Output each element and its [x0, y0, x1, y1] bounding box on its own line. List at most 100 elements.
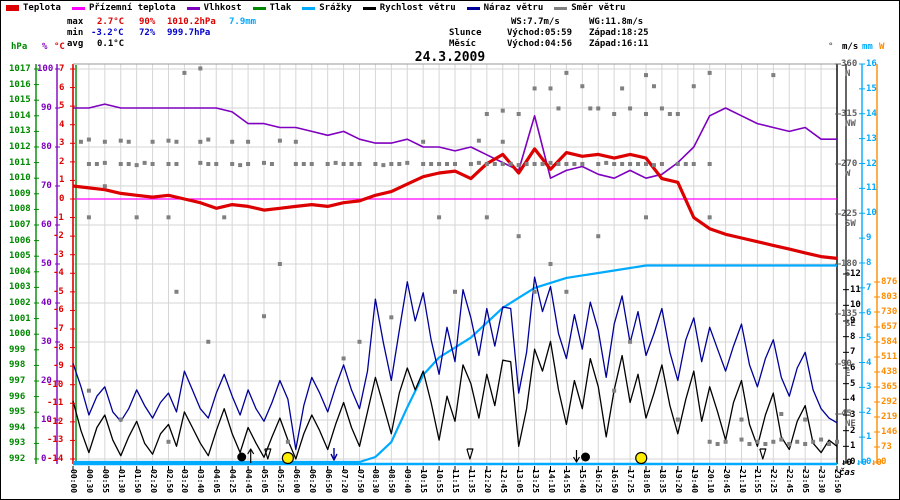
- wind-direction-dot: [134, 163, 139, 168]
- wind-direction-dot: [500, 139, 505, 144]
- wind-direction-dot: [675, 417, 680, 422]
- stat-min-temp: -3.2°C: [91, 28, 124, 38]
- wind-direction-dot: [484, 112, 489, 116]
- percent-tick-label: 30: [41, 337, 52, 347]
- hpa-tick-label: 1006: [9, 235, 31, 246]
- wind-direction-dot: [102, 184, 107, 189]
- wind-direction-dot: [118, 162, 123, 166]
- legend-swatch-icon: [6, 5, 19, 11]
- legend-label: Rychlost větru: [379, 3, 456, 13]
- wind-direction-dot: [779, 437, 784, 442]
- humidity-series: [73, 103, 837, 179]
- wind-direction-dot: [341, 356, 346, 361]
- wind-direction-dot: [86, 137, 91, 142]
- compass-tick-label: S: [845, 269, 851, 279]
- watt-tick-label: 0: [881, 457, 887, 467]
- x-tick-label: 07:50: [355, 469, 365, 494]
- wind-direction-dot: [604, 160, 609, 165]
- wind-direction-dot: [675, 112, 680, 116]
- ms-tick-label: 1: [850, 441, 856, 452]
- x-tick-label: 18:35: [657, 469, 667, 494]
- wind-direction-dot: [222, 215, 227, 220]
- wind-direction-dot: [142, 160, 147, 165]
- sun-label: Slunce: [449, 28, 482, 38]
- wind-direction-dot: [102, 160, 107, 165]
- moonset-time: Západ:16:11: [589, 39, 649, 49]
- mm-tick-label: 2: [866, 407, 872, 418]
- ms-tick-label: 9: [850, 315, 856, 326]
- wind-direction-dot: [437, 162, 442, 166]
- wind-direction-dot: [644, 112, 648, 116]
- celsius-tick-label: -5: [53, 286, 64, 297]
- celsius-tick-label: -2: [53, 231, 64, 242]
- stat-avg-label: avg: [67, 39, 84, 49]
- mm-tick-label: 5: [866, 332, 872, 343]
- hpa-tick-label: 995: [9, 407, 26, 418]
- degree-tick-label: 315: [841, 109, 858, 119]
- x-tick-label: 21:55: [753, 469, 763, 494]
- wind-direction-dot: [612, 162, 617, 166]
- x-tick-label: 14:10: [546, 469, 556, 494]
- x-tick-label: 20:10: [705, 469, 715, 494]
- wind-direction-dot: [691, 162, 696, 166]
- wind-direction-dot: [596, 162, 601, 166]
- wind-direction-dot: [246, 162, 251, 166]
- wind-direction-dot: [755, 439, 760, 444]
- compass-tick-label: SE: [845, 319, 856, 329]
- hpa-tick-label: 1007: [9, 220, 31, 230]
- wind-direction-dot: [516, 234, 521, 239]
- axis-header-mm: mm: [862, 42, 873, 52]
- hpa-tick-label: 1013: [9, 126, 31, 137]
- wind-direction-dot: [747, 442, 752, 446]
- x-tick-label: 04:45: [244, 469, 254, 494]
- stat-wind-gust-max: WG:11.8m/s: [589, 17, 644, 27]
- wind-direction-dot: [405, 160, 410, 165]
- wind-direction-dot: [644, 73, 648, 78]
- legend-swatch-icon: [71, 6, 85, 10]
- hpa-tick-label: 1002: [9, 298, 31, 308]
- legend-label: Teplota: [23, 3, 61, 13]
- percent-tick-label: 10: [41, 415, 52, 425]
- watt-tick-label: 146: [881, 427, 898, 437]
- celsius-tick-label: -12: [47, 416, 64, 427]
- wind-direction-dot: [214, 162, 219, 166]
- wind-direction-dot: [166, 138, 171, 143]
- x-tick-label: 16:50: [610, 469, 620, 494]
- wind-direction-dot: [596, 234, 601, 239]
- stat-max-pressure: 1010.2hPa: [167, 17, 216, 27]
- wind-direction-dot: [516, 163, 521, 168]
- wind-direction-dot: [166, 215, 171, 220]
- wind-direction-dot: [795, 439, 800, 444]
- x-tick-label: 06:00: [291, 469, 301, 494]
- wind-direction-dot: [500, 108, 505, 113]
- wind-direction-dot: [556, 106, 561, 111]
- watt-tick-label: 584: [881, 337, 898, 347]
- wind-direction-dot: [620, 86, 625, 91]
- wind-direction-dot: [262, 160, 266, 165]
- ms-tick-label: 8: [850, 331, 856, 342]
- wind-direction-dot: [707, 439, 712, 444]
- hpa-tick-label: 998: [9, 360, 26, 371]
- wind-direction-dot: [636, 162, 641, 166]
- degree-tick-label: 135: [841, 309, 858, 319]
- compass-tick-label: NE: [845, 419, 856, 429]
- wind-direction-dot: [174, 289, 179, 294]
- moon-label: Měsíc: [449, 39, 477, 49]
- degree-tick-label: 270: [841, 159, 858, 169]
- hpa-tick-label: 1010: [9, 173, 31, 184]
- ms-tick-label: 6: [850, 362, 856, 373]
- celsius-tick-label: -1: [53, 212, 64, 223]
- legend-item-6: Rychlost větru: [362, 3, 456, 13]
- x-tick-label: 11:15: [451, 469, 460, 494]
- legend-label: Směr větru: [571, 3, 626, 13]
- hpa-tick-label: 1016: [9, 79, 31, 90]
- axis-header-celsius: °C: [54, 42, 65, 52]
- wind-direction-dot: [763, 442, 768, 446]
- celsius-tick-label: 6: [59, 82, 65, 93]
- celsius-tick-label: 4: [59, 119, 65, 130]
- celsius-tick-label: -8: [53, 342, 64, 353]
- hpa-tick-label: 1011: [9, 157, 31, 168]
- mm-tick-label: 6: [866, 307, 872, 318]
- legend-swatch-icon: [362, 6, 376, 10]
